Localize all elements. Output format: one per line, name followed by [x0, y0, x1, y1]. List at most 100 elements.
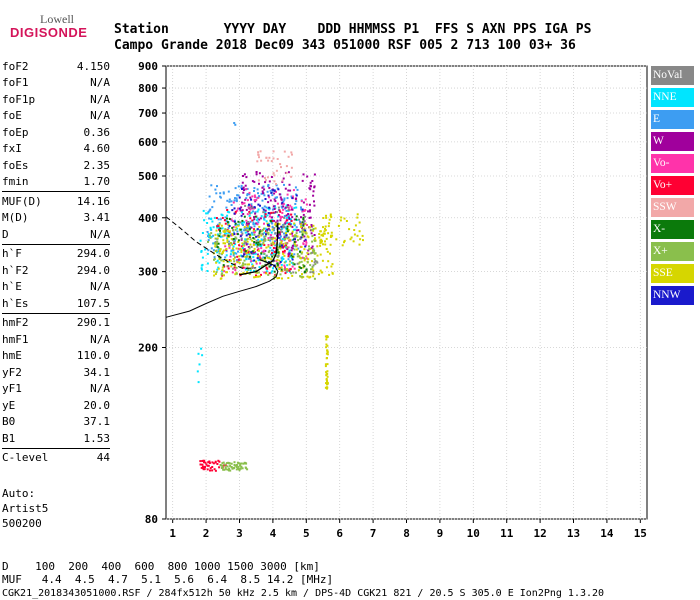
echo-point: [241, 232, 244, 235]
echo-point: [243, 253, 246, 256]
echo-point: [268, 224, 270, 227]
echo-point: [217, 250, 220, 253]
echo-point: [283, 232, 285, 235]
echo-point: [238, 468, 240, 471]
echo-point: [272, 252, 275, 255]
echo-point: [262, 211, 265, 214]
echo-point: [217, 234, 220, 237]
echo-point: [267, 212, 270, 214]
echo-point: [252, 223, 255, 226]
echo-point: [249, 226, 252, 229]
echo-point: [207, 211, 210, 213]
echo-point: [280, 270, 283, 272]
echo-point: [233, 242, 236, 245]
echo-point: [212, 462, 215, 465]
echo-point: [269, 246, 272, 249]
echo-point: [214, 237, 217, 240]
echo-point: [264, 213, 267, 216]
echo-point: [242, 271, 245, 274]
echo-point: [265, 233, 267, 236]
echo-point: [309, 181, 312, 184]
echo-point: [264, 177, 266, 179]
echo-point: [265, 270, 268, 273]
echo-point: [267, 273, 270, 276]
echo-point: [264, 179, 267, 182]
echo-point: [291, 239, 294, 241]
echo-point: [222, 264, 225, 267]
echo-point: [243, 229, 246, 232]
echo-point: [240, 231, 243, 233]
echo-point: [241, 181, 244, 184]
echo-point: [217, 266, 220, 269]
echo-point: [269, 215, 271, 218]
echo-point: [294, 240, 297, 243]
echo-point: [266, 222, 269, 225]
echo-point: [220, 277, 223, 280]
echo-point: [289, 233, 292, 236]
echo-point: [198, 363, 201, 366]
footer-file-info: CGK21_2018343051000.RSF / 284fx512h 50 k…: [2, 588, 605, 599]
echo-point: [219, 227, 222, 230]
echo-point: [218, 223, 221, 226]
echo-point: [251, 263, 254, 266]
echo-point: [327, 225, 330, 228]
echo-point: [273, 192, 276, 195]
echo-point: [282, 258, 285, 260]
legend-item-nne: NNE: [651, 88, 694, 107]
header-row-1: Station YYYY DAY DDD HHMMSS P1 FFS S AXN…: [114, 22, 592, 37]
echo-point: [232, 252, 235, 255]
echo-point: [255, 171, 258, 173]
echo-point: [272, 243, 275, 246]
echo-point: [216, 240, 219, 243]
echo-point: [325, 386, 328, 389]
echo-point: [222, 260, 225, 263]
echo-point: [291, 208, 294, 211]
echo-point: [257, 259, 260, 262]
echo-point: [256, 275, 259, 278]
param-value: 294.0: [76, 247, 110, 261]
echo-point: [228, 260, 231, 263]
echo-point: [325, 248, 328, 250]
echo-point: [238, 255, 241, 258]
echo-point: [208, 209, 211, 212]
echo-point: [304, 238, 307, 241]
echo-point: [297, 239, 299, 242]
echo-point: [204, 461, 207, 464]
param-row: h`F2 294.0: [2, 262, 110, 279]
echo-point: [228, 225, 231, 227]
echo-point: [271, 228, 274, 231]
echo-point: [237, 220, 240, 223]
echo-point: [304, 198, 307, 201]
echo-point: [275, 238, 278, 241]
echo-point: [251, 180, 254, 183]
echo-point: [226, 239, 229, 242]
echo-point: [279, 219, 282, 222]
echo-point: [311, 180, 314, 182]
echo-point: [311, 260, 313, 263]
echo-point: [210, 232, 213, 235]
echo-point: [207, 233, 210, 235]
echo-point: [286, 225, 289, 228]
echo-point: [304, 222, 307, 225]
echo-point: [291, 197, 294, 200]
echo-point: [356, 234, 359, 237]
echo-point: [237, 241, 240, 243]
echo-point: [301, 232, 304, 235]
echo-point: [235, 466, 238, 468]
echo-point: [300, 267, 303, 270]
echo-point: [262, 208, 265, 211]
echo-point: [250, 205, 253, 208]
echo-point: [293, 235, 296, 238]
echo-point: [354, 224, 357, 227]
echo-point: [245, 243, 248, 246]
echo-point: [244, 198, 247, 201]
param-name: foEs: [2, 158, 29, 172]
echo-point: [257, 241, 260, 244]
echo-point: [295, 194, 298, 197]
echo-point: [277, 236, 280, 239]
echo-point: [247, 251, 250, 254]
echo-point: [316, 254, 319, 257]
echo-point: [236, 261, 239, 264]
echo-point: [314, 263, 317, 266]
echo-point: [274, 205, 276, 208]
